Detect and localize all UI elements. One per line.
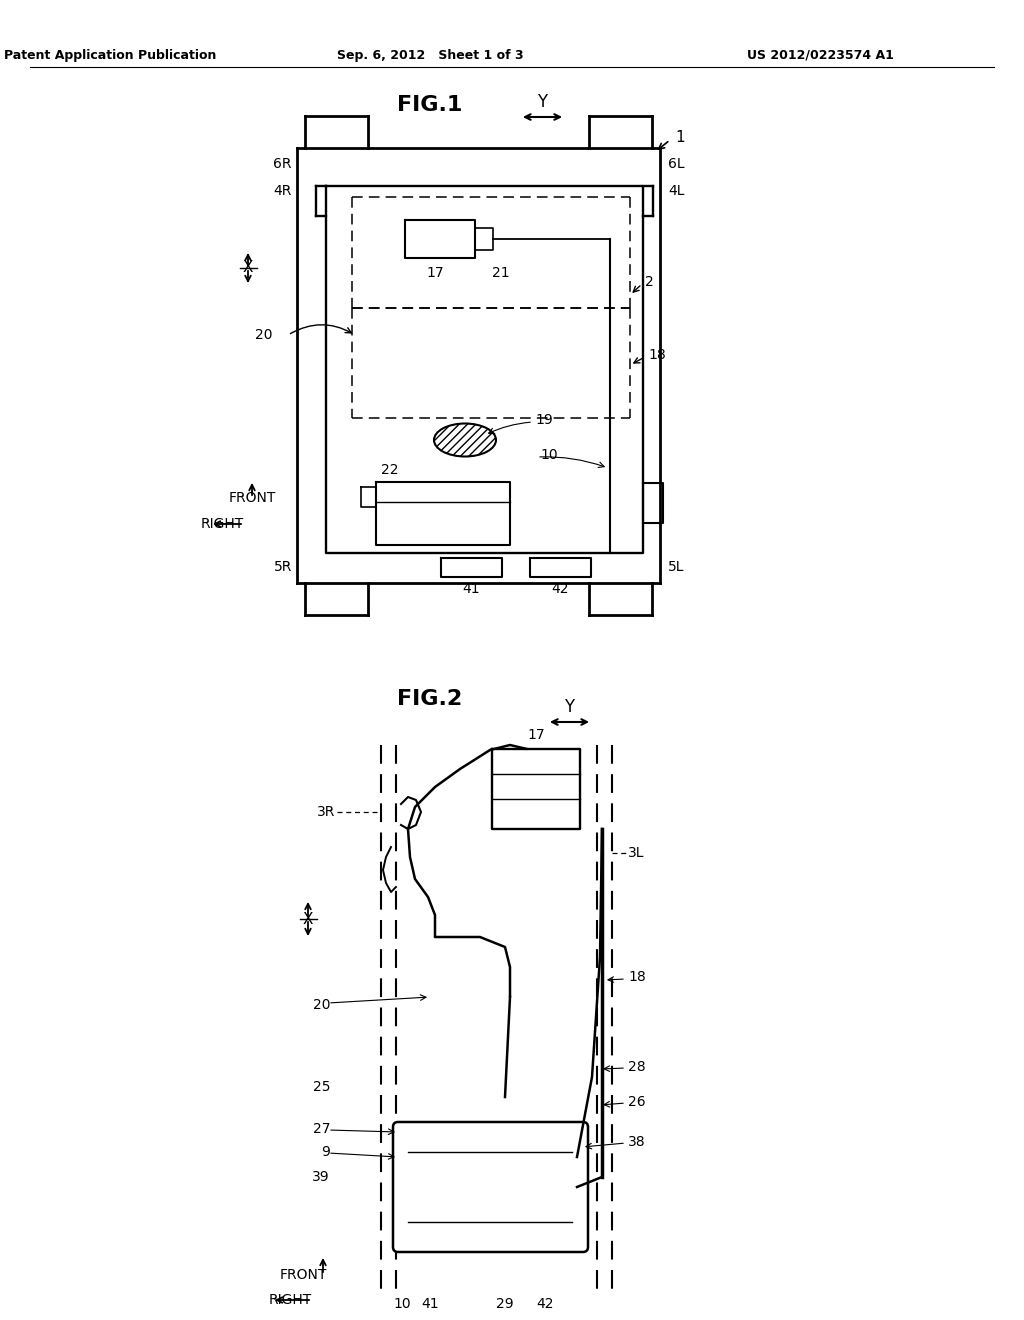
Text: FIG.2: FIG.2	[397, 689, 463, 709]
Text: RIGHT: RIGHT	[268, 1294, 312, 1307]
Text: 38: 38	[628, 1135, 645, 1148]
Text: 18: 18	[628, 970, 646, 983]
Text: Y: Y	[537, 92, 547, 111]
FancyBboxPatch shape	[393, 1122, 588, 1251]
Text: 17: 17	[426, 267, 443, 280]
Text: 4L: 4L	[668, 183, 684, 198]
Text: FIG.1: FIG.1	[397, 95, 463, 115]
Text: 3R: 3R	[316, 805, 335, 818]
Text: 21: 21	[493, 267, 510, 280]
Text: 2: 2	[645, 275, 653, 289]
Text: 22: 22	[381, 463, 398, 477]
Text: 20: 20	[255, 327, 272, 342]
Text: 6L: 6L	[668, 157, 685, 172]
Text: 39: 39	[312, 1170, 330, 1184]
Text: 28: 28	[628, 1060, 645, 1074]
Text: 19: 19	[535, 413, 553, 426]
Text: 26: 26	[628, 1096, 645, 1109]
Text: 17: 17	[527, 729, 545, 742]
Text: 3L: 3L	[628, 846, 644, 861]
Text: 9: 9	[322, 1144, 330, 1159]
Text: 18: 18	[648, 348, 666, 362]
Text: US 2012/0223574 A1: US 2012/0223574 A1	[746, 49, 893, 62]
Text: X: X	[303, 912, 313, 927]
Text: 5R: 5R	[273, 560, 292, 574]
Text: Sep. 6, 2012   Sheet 1 of 3: Sep. 6, 2012 Sheet 1 of 3	[337, 49, 523, 62]
Text: 1: 1	[675, 131, 685, 145]
Text: Y: Y	[564, 698, 574, 715]
Text: 5L: 5L	[668, 560, 684, 574]
Text: 4R: 4R	[273, 183, 292, 198]
Text: 41: 41	[462, 582, 480, 597]
Text: FRONT: FRONT	[228, 491, 275, 506]
Text: 42: 42	[551, 582, 568, 597]
Text: 27: 27	[312, 1122, 330, 1137]
Text: X: X	[243, 260, 253, 276]
Text: 41: 41	[421, 1298, 439, 1311]
Text: 42: 42	[537, 1298, 554, 1311]
Text: 25: 25	[312, 1080, 330, 1094]
Text: FRONT: FRONT	[280, 1269, 327, 1282]
Text: 10: 10	[393, 1298, 411, 1311]
Text: 10: 10	[540, 447, 558, 462]
Text: 6R: 6R	[273, 157, 292, 172]
Text: RIGHT: RIGHT	[201, 517, 244, 531]
Text: Patent Application Publication: Patent Application Publication	[4, 49, 216, 62]
Text: 29: 29	[497, 1298, 514, 1311]
Text: 20: 20	[312, 998, 330, 1012]
